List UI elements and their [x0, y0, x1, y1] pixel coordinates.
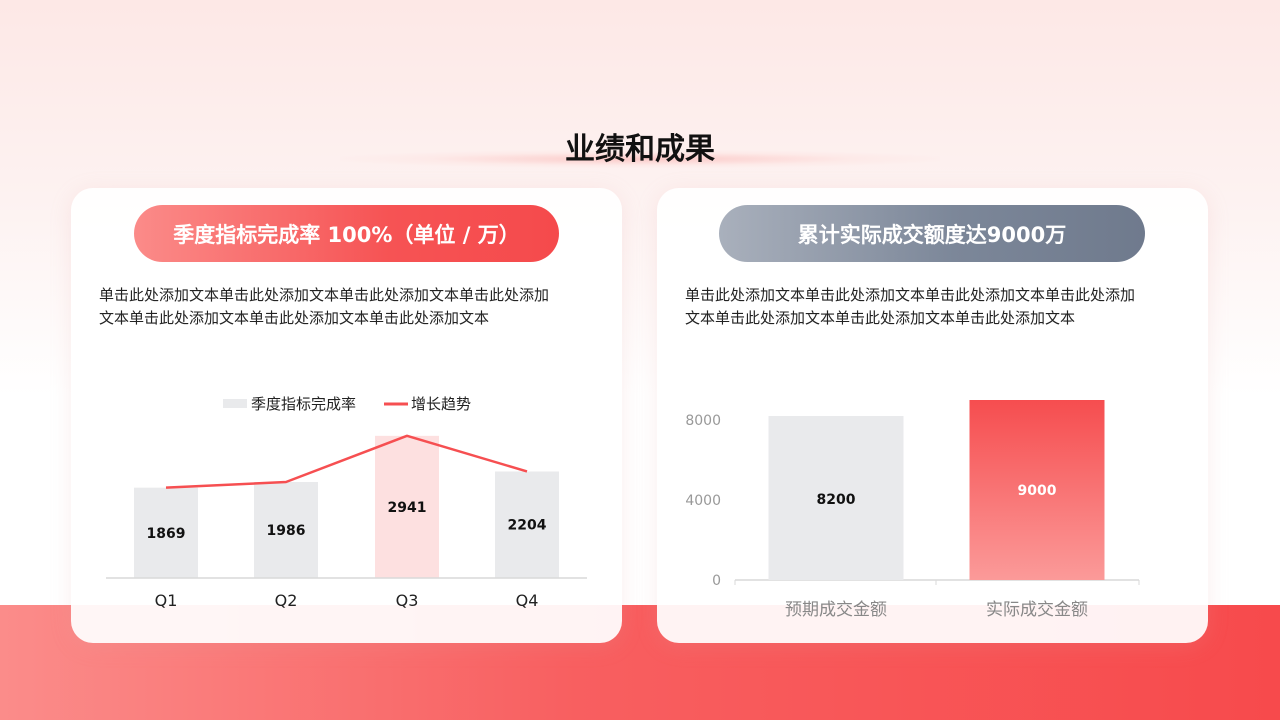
- data-label-q3: 2941: [388, 500, 427, 516]
- bar-expected: [768, 416, 904, 580]
- cumulative-description-text: 单击此处添加文本单击此处添加文本单击此处添加文本单击此处添加 文本单击此处添加文…: [685, 284, 1180, 330]
- data-label-q1: 1869: [147, 526, 186, 542]
- y-tick-label-4000: 4000: [685, 493, 721, 509]
- quarterly-indicator-pill: 季度指标完成率 100%（单位 / 万）: [134, 205, 559, 262]
- bar-q2: [254, 482, 318, 578]
- title-glow: [340, 150, 940, 168]
- y-tick-label-8000: 8000: [685, 413, 721, 429]
- y-tick-label-0: 0: [712, 573, 721, 589]
- description-line-1: 单击此处添加文本单击此处添加文本单击此处添加文本单击此处添加: [99, 286, 550, 304]
- tick-label-q4: Q4: [516, 591, 539, 610]
- legend-line-label: 增长趋势: [411, 395, 471, 413]
- deal-amount-bar-chart: 0 4000 8000 8200 预期成交金额 9000 实际成交金额: [685, 400, 1140, 620]
- cumulative-deal-card: 累计实际成交额度达9000万 单击此处添加文本单击此处添加文本单击此处添加文本单…: [657, 188, 1208, 643]
- description-line-1: 单击此处添加文本单击此处添加文本单击此处添加文本单击此处添加: [685, 286, 1136, 304]
- legend-bar-label: 季度指标完成率: [251, 395, 356, 413]
- bar-q1: [134, 487, 198, 578]
- quarterly-description-text: 单击此处添加文本单击此处添加文本单击此处添加文本单击此处添加 文本单击此处添加文…: [99, 284, 594, 330]
- page-title: 业绩和成果: [565, 132, 715, 167]
- cumulative-deal-pill: 累计实际成交额度达9000万: [719, 205, 1145, 262]
- category-label-actual: 实际成交金额: [986, 600, 1088, 620]
- data-label-expected: 8200: [817, 492, 856, 508]
- trend-line: [165, 434, 528, 489]
- data-label-actual: 9000: [1018, 483, 1057, 499]
- legend-bar-swatch: [223, 399, 247, 408]
- bar-q4: [495, 471, 559, 578]
- quarterly-indicator-card: 季度指标完成率 100%（单位 / 万） 单击此处添加文本单击此处添加文本单击此…: [71, 188, 622, 643]
- category-label-expected: 预期成交金额: [785, 600, 887, 620]
- data-label-q2: 1986: [267, 523, 306, 539]
- data-label-q4: 2204: [508, 518, 547, 534]
- tick-label-q1: Q1: [155, 591, 178, 610]
- tick-label-q2: Q2: [275, 591, 298, 610]
- description-line-2: 文本单击此处添加文本单击此处添加文本单击此处添加文本: [99, 309, 490, 327]
- bar-q3: [375, 435, 439, 578]
- tick-label-q3: Q3: [396, 591, 419, 610]
- description-line-2: 文本单击此处添加文本单击此处添加文本单击此处添加文本: [685, 309, 1076, 327]
- quarterly-bar-line-chart: 季度指标完成率 增长趋势 1869 1986 2941 2204 Q1 Q2 Q3 Q4: [106, 395, 587, 610]
- bar-actual: [969, 400, 1105, 580]
